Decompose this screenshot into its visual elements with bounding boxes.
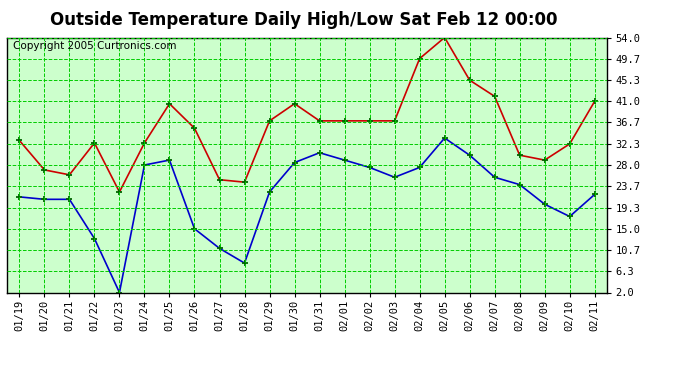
Text: Copyright 2005 Curtronics.com: Copyright 2005 Curtronics.com [13, 41, 177, 51]
Text: Outside Temperature Daily High/Low Sat Feb 12 00:00: Outside Temperature Daily High/Low Sat F… [50, 11, 558, 29]
